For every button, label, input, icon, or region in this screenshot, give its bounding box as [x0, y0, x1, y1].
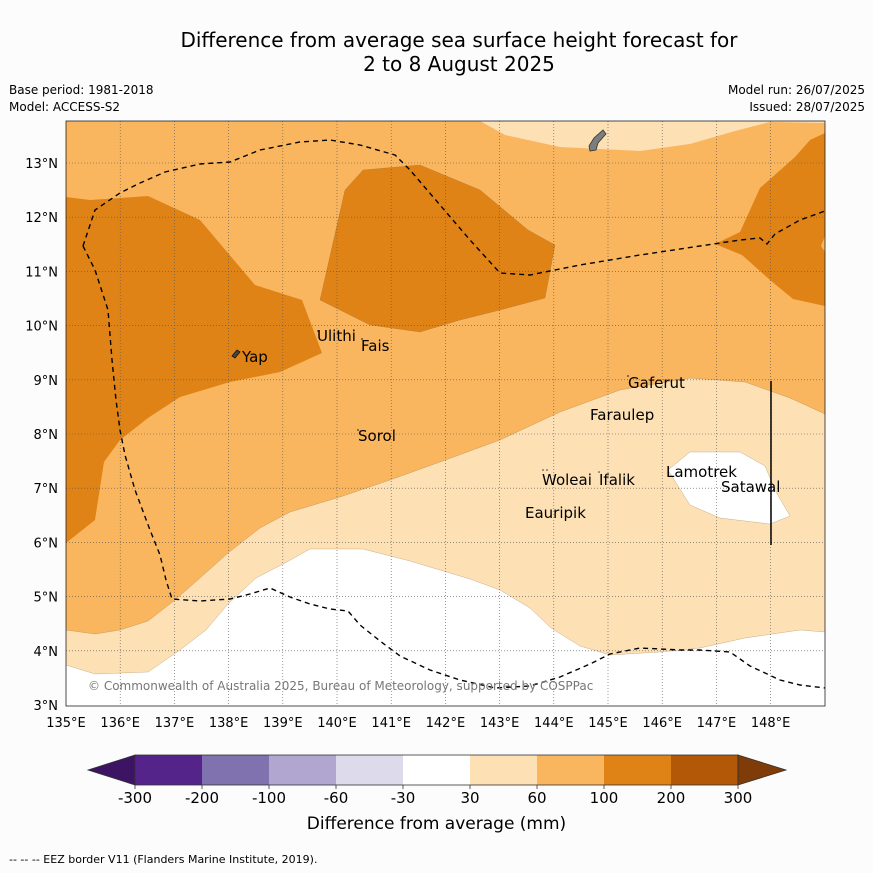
- anomaly-100-200-central-area: [320, 165, 555, 332]
- colorbar-swatch: [671, 755, 738, 785]
- near-average-south-area: [66, 549, 825, 706]
- colorbar-swatch: [336, 755, 403, 785]
- colorbar-swatch: [537, 755, 604, 785]
- anomaly-100-200-east-area: [715, 133, 825, 306]
- latitude-tick-label: 7°N: [34, 482, 59, 497]
- colorbar-outline: [134, 754, 739, 786]
- latitude-tick-label: 12°N: [25, 211, 58, 226]
- eez-border-lines: [82, 139, 826, 689]
- fais-marker: [361, 338, 363, 340]
- latitude-tick-label: 9°N: [34, 374, 59, 389]
- place-label-yap: Yap: [241, 348, 268, 366]
- colorbar-swatch: [202, 755, 269, 785]
- yap-island: [231, 349, 241, 359]
- eez-border-path: [82, 139, 826, 276]
- longitude-tick-label: 139°E: [263, 716, 303, 731]
- place-label-eauripik: Eauripik: [525, 504, 586, 522]
- longitude-tick-label: 147°E: [697, 716, 737, 731]
- place-label-ifalik: Ifalik: [599, 471, 635, 489]
- latitude-tick-label: 13°N: [25, 157, 58, 172]
- longitude-tick-label: 143°E: [480, 716, 520, 731]
- place-label-satawal: Satawal: [721, 478, 780, 496]
- eez-footnote: -- -- -- EEZ border V11 (Flanders Marine…: [9, 853, 318, 866]
- longitude-tick-label: 144°E: [534, 716, 574, 731]
- ulithi-marker: [317, 330, 319, 332]
- longitude-tick-label: 148°E: [751, 716, 791, 731]
- latitude-tick-label: 6°N: [34, 536, 59, 551]
- longitude-tick-label: 146°E: [642, 716, 682, 731]
- title-line-2: 2 to 8 August 2025: [363, 52, 555, 76]
- meta-left: Base period: 1981-2018 Model: ACCESS-S2: [9, 82, 154, 116]
- latitude-tick-label: 8°N: [34, 428, 59, 443]
- anomaly-edge-patch: [821, 236, 825, 252]
- place-label-sorol: Sorol: [358, 427, 396, 445]
- longitude-tick-label: 145°E: [588, 716, 628, 731]
- anomaly-30-60-north-area: [480, 121, 825, 151]
- gaferut-marker: [627, 375, 629, 377]
- latitude-tick-label: 10°N: [25, 320, 58, 335]
- place-label-ulithi: Ulithi: [317, 327, 356, 345]
- latitude-tick-label: 11°N: [25, 265, 58, 280]
- place-labels: Yap Ulithi Fais Sorol Gaferut Faraulep W…: [241, 327, 780, 522]
- woleai-marker: [546, 469, 548, 471]
- colorbar-extend-high: [737, 754, 788, 786]
- island-markers: [317, 330, 629, 473]
- longitude-tick-label: 140°E: [317, 716, 357, 731]
- longitude-tick-label: 136°E: [100, 716, 140, 731]
- colorbar-tick-label: -60: [324, 789, 349, 807]
- latitude-tick-label: 4°N: [34, 645, 59, 660]
- model-run-text: Model run: 26/07/2025: [727, 83, 865, 97]
- longitude-tick-label: 137°E: [155, 716, 195, 731]
- woleai-marker: [542, 469, 544, 471]
- meta-right: Model run: 26/07/2025 Issued: 28/07/2025: [728, 82, 865, 116]
- longitude-labels: 135°E 136°E 137°E 138°E 139°E 140°E 141°E 142°E…: [46, 716, 790, 731]
- latitude-labels: 3°N 4°N 5°N 6°N 7°N 8°N 9°N 10°N 11°N 12°N 13°N: [25, 157, 58, 714]
- model-text: Model: ACCESS-S2: [9, 100, 121, 114]
- issued-text: Issued: 28/07/2025: [749, 100, 865, 114]
- title-line-1: Difference from average sea surface heig…: [180, 28, 738, 52]
- longitude-tick-label: 138°E: [209, 716, 249, 731]
- anomaly-100-200-west-area: [66, 196, 322, 543]
- colorbar-tick-label: 200: [657, 789, 686, 807]
- base-period-text: Base period: 1981-2018: [9, 83, 154, 97]
- place-label-woleai: Woleai: [542, 471, 592, 489]
- place-label-faraulep: Faraulep: [590, 406, 654, 424]
- place-label-lamotrek: Lamotrek: [666, 463, 737, 481]
- eez-border-path: [82, 245, 826, 689]
- colorbar-tick-label: 300: [724, 789, 753, 807]
- colorbar-swatch: [403, 755, 470, 785]
- colorbar-swatch: [135, 755, 202, 785]
- copyright-text: © Commonwealth of Australia 2025, Bureau…: [88, 679, 593, 693]
- colorbar: -300 -200 -100 -60 -30 30 60 100 200 300: [86, 754, 788, 807]
- colorbar-tick-label: -100: [252, 789, 286, 807]
- colorbar-tick-label: 30: [460, 789, 479, 807]
- guam-island: [588, 129, 607, 152]
- colorbar-swatch: [470, 755, 537, 785]
- colorbar-tick-label: 100: [590, 789, 619, 807]
- latitude-tick-label: 5°N: [34, 591, 59, 606]
- colorbar-extend-low: [86, 754, 136, 786]
- chart-title: Difference from average sea surface heig…: [0, 28, 873, 76]
- place-label-fais: Fais: [361, 337, 390, 355]
- longitude-tick-label: 135°E: [46, 716, 86, 731]
- sea-level-anomaly-field: [66, 121, 825, 706]
- graticule: [66, 121, 825, 706]
- ifalik-marker: [598, 471, 600, 473]
- colorbar-tick-label: 60: [527, 789, 546, 807]
- latitude-tick-label: 3°N: [34, 699, 59, 714]
- colorbar-tick-label: -30: [391, 789, 416, 807]
- colorbar-swatch: [604, 755, 671, 785]
- place-label-gaferut: Gaferut: [628, 374, 685, 392]
- sorol-marker: [357, 429, 359, 431]
- map-frame: [65, 120, 826, 707]
- colorbar-swatch: [269, 755, 336, 785]
- longitude-tick-label: 141°E: [371, 716, 411, 731]
- colorbar-tick-label: -300: [118, 789, 152, 807]
- longitude-tick-label: 142°E: [426, 716, 466, 731]
- colorbar-title: Difference from average (mm): [306, 814, 567, 834]
- colorbar-tick-label: -200: [185, 789, 219, 807]
